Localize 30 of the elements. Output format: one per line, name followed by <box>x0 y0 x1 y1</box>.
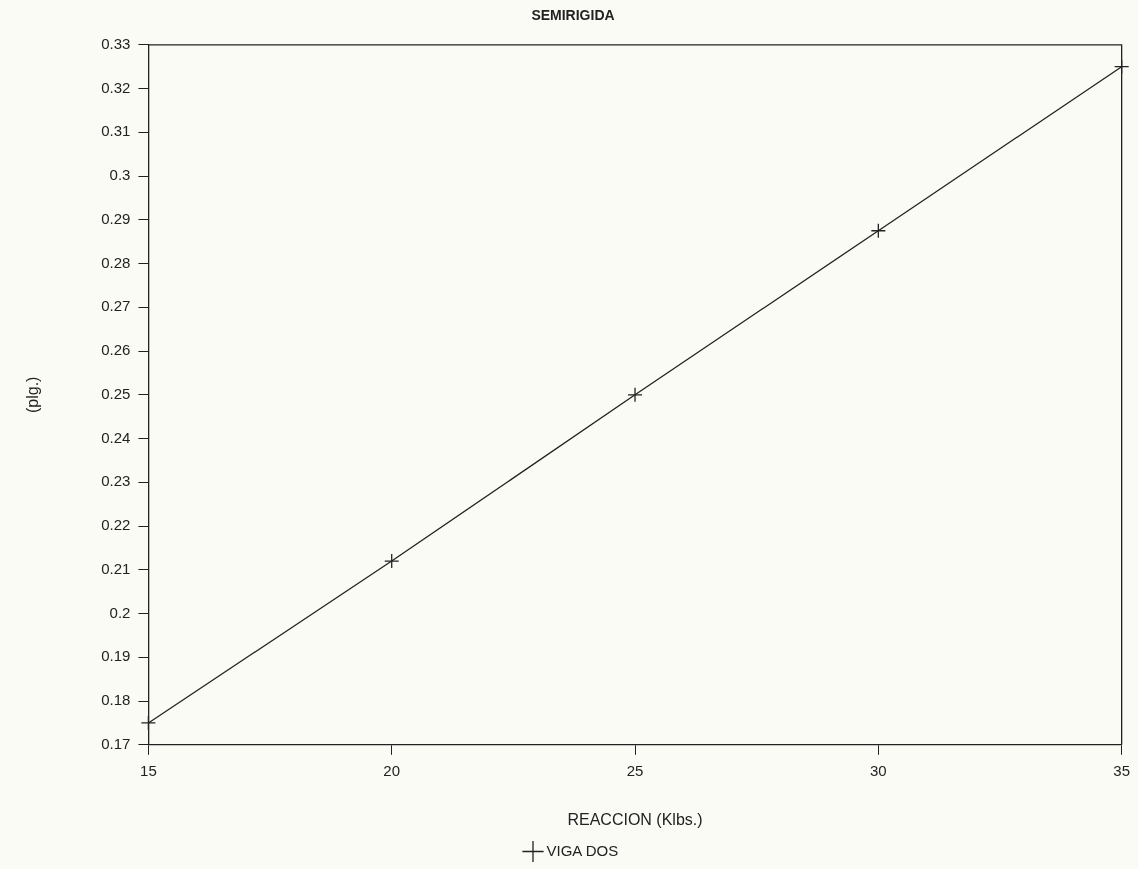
x-tick-label: 25 <box>626 761 644 779</box>
x-tick-label: 15 <box>140 761 157 779</box>
point <box>870 223 886 239</box>
y-tick-label: 0.28 <box>101 253 131 271</box>
y-tick-label: 0.31 <box>101 122 131 140</box>
x-axis-title: REACCION (Klbs.) <box>567 810 703 828</box>
point <box>384 553 400 569</box>
y-tick-label: 0.27 <box>101 297 131 315</box>
x-tick-label: 35 <box>1113 761 1130 779</box>
y-tick-label: 0.22 <box>101 516 131 534</box>
x-tick-label: 30 <box>870 761 887 779</box>
y-tick-label: 0.18 <box>101 691 131 709</box>
y-tick-label: 0.29 <box>101 209 131 227</box>
point <box>140 715 157 731</box>
chart-title: SEMIRIGIDA <box>531 7 615 24</box>
x-tick-label: 20 <box>383 761 401 779</box>
y-tick-label: 0.23 <box>101 472 131 490</box>
y-axis-title: (plg.) <box>24 376 42 414</box>
y-tick-label: 0.32 <box>101 78 131 96</box>
point <box>627 387 643 403</box>
legend-label: VIGA DOS <box>546 841 619 859</box>
y-tick-label: 0.21 <box>101 559 131 577</box>
y-tick-label: 0.26 <box>101 341 131 359</box>
y-tick-label: 0.25 <box>101 384 131 402</box>
y-tick-label: 0.3 <box>109 166 131 184</box>
y-tick-label: 0.33 <box>101 34 131 52</box>
y-tick-label: 0.19 <box>101 647 131 665</box>
y-tick-label: 0.17 <box>101 734 131 752</box>
y-tick-label: 0.24 <box>101 428 131 446</box>
y-tick-label: 0.2 <box>109 603 131 621</box>
